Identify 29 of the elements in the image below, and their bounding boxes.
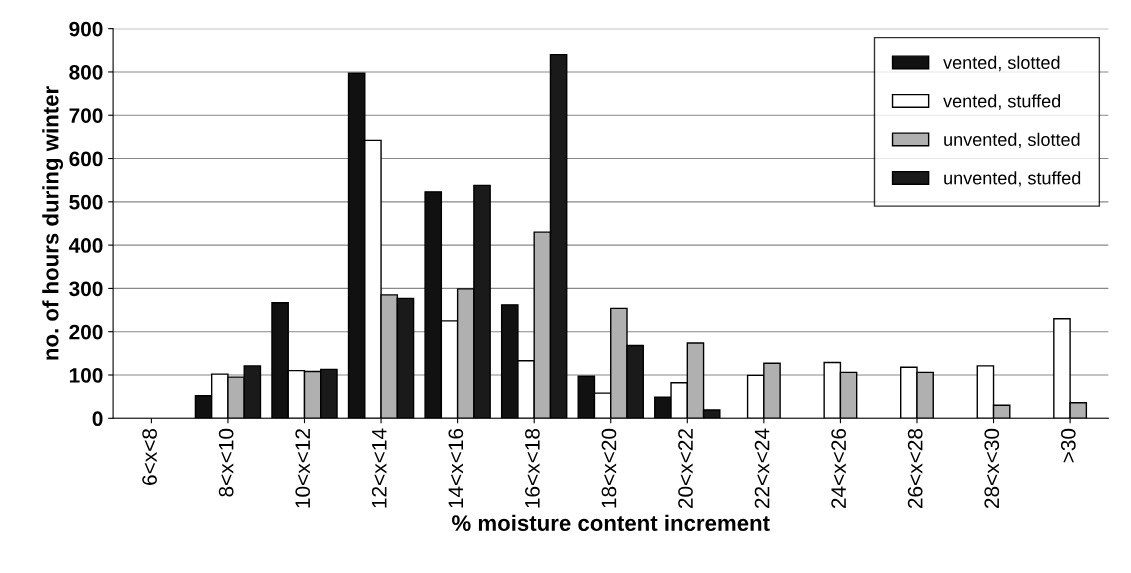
legend-label: unvented, slotted <box>944 132 1080 149</box>
x-tick-label: 16<x<18 <box>525 428 540 508</box>
x-tick-label: 6<x<8 <box>142 428 157 485</box>
y-tick-label: 900 <box>69 21 103 37</box>
x-tick-label: 18<x<20 <box>601 428 617 508</box>
y-tick-label: 100 <box>69 368 103 383</box>
y-tick-label: 200 <box>69 324 103 340</box>
x-tick-label: 24<x<26 <box>831 428 847 509</box>
legend-label: unvented, stuffed <box>944 171 1081 187</box>
x-tick-label: 12<x<14 <box>371 428 387 508</box>
x-tick-label: 22<x<24 <box>754 428 770 509</box>
y-tick-label: 700 <box>69 108 103 123</box>
legend-label: vented, slotted <box>943 55 1060 72</box>
y-tick-label: 0 <box>92 411 103 427</box>
x-tick-label: 28<x<30 <box>984 428 1000 509</box>
y-axis-title: no. of hours during winter <box>42 86 64 360</box>
x-axis-title: % moisture content increment <box>452 514 770 531</box>
y-tick-label: 600 <box>69 151 103 167</box>
x-tick-label: 14<x<16 <box>448 428 464 508</box>
y-tick-label: 400 <box>68 238 103 253</box>
x-tick-label: 8<x<10 <box>218 428 234 497</box>
y-tick-label: 500 <box>69 194 103 210</box>
y-tick-label: 800 <box>69 64 103 80</box>
x-tick-label: >30 <box>1060 428 1076 463</box>
x-tick-label: 26<x<28 <box>907 428 923 509</box>
x-tick-label: 20<x<22 <box>678 429 693 509</box>
legend-label: vented, stuffed <box>943 94 1061 110</box>
y-tick-label: 300 <box>69 281 103 297</box>
x-tick-label: 10<x<12 <box>295 429 311 508</box>
